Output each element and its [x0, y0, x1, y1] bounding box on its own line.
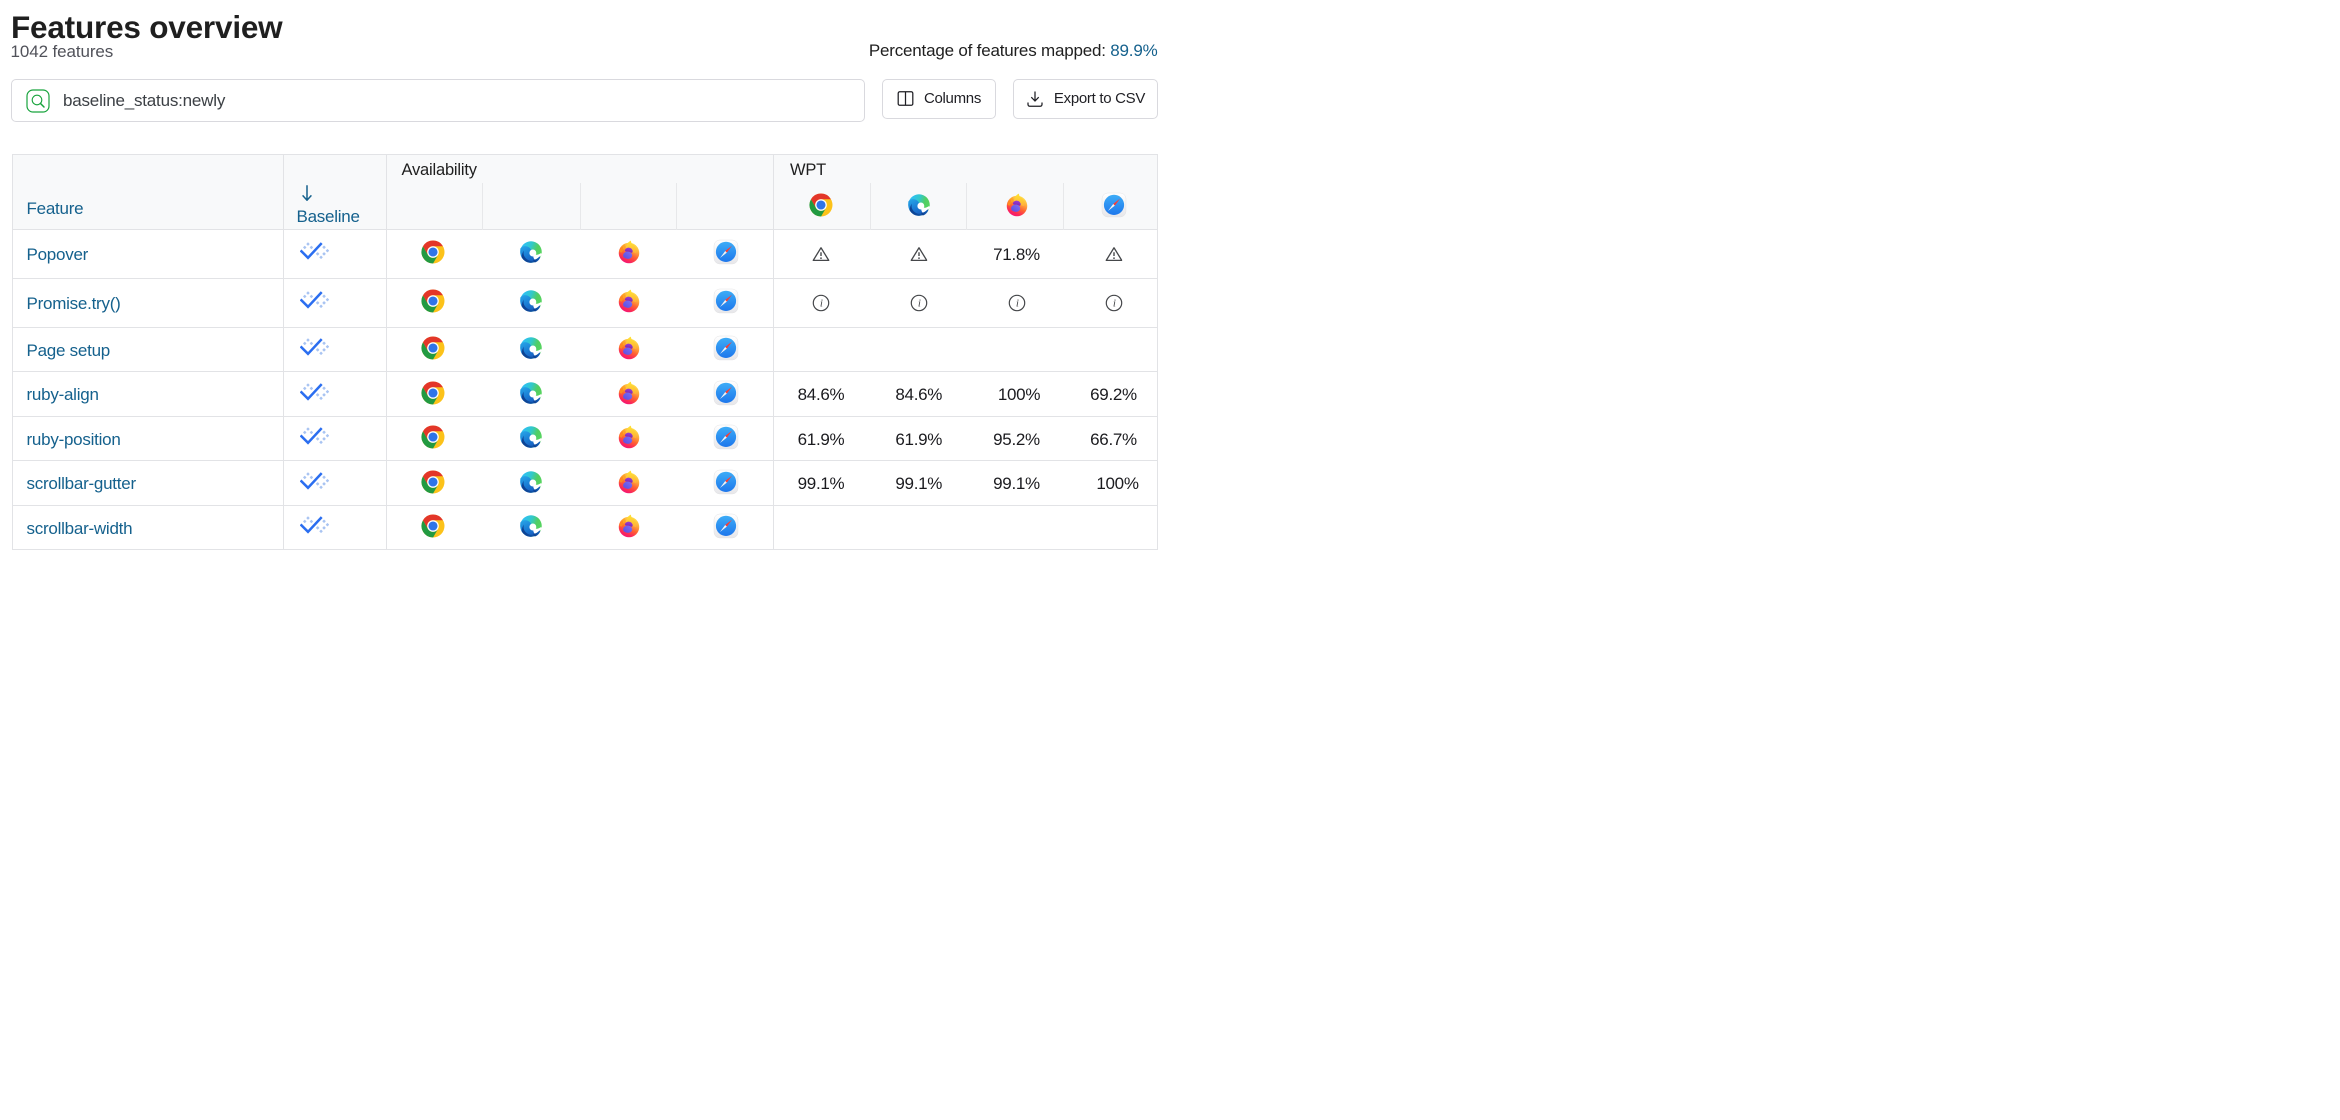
svg-text:i: i — [1112, 298, 1115, 310]
svg-text:i: i — [1015, 298, 1018, 310]
svg-text:i: i — [918, 298, 921, 310]
svg-text:i: i — [820, 298, 823, 310]
